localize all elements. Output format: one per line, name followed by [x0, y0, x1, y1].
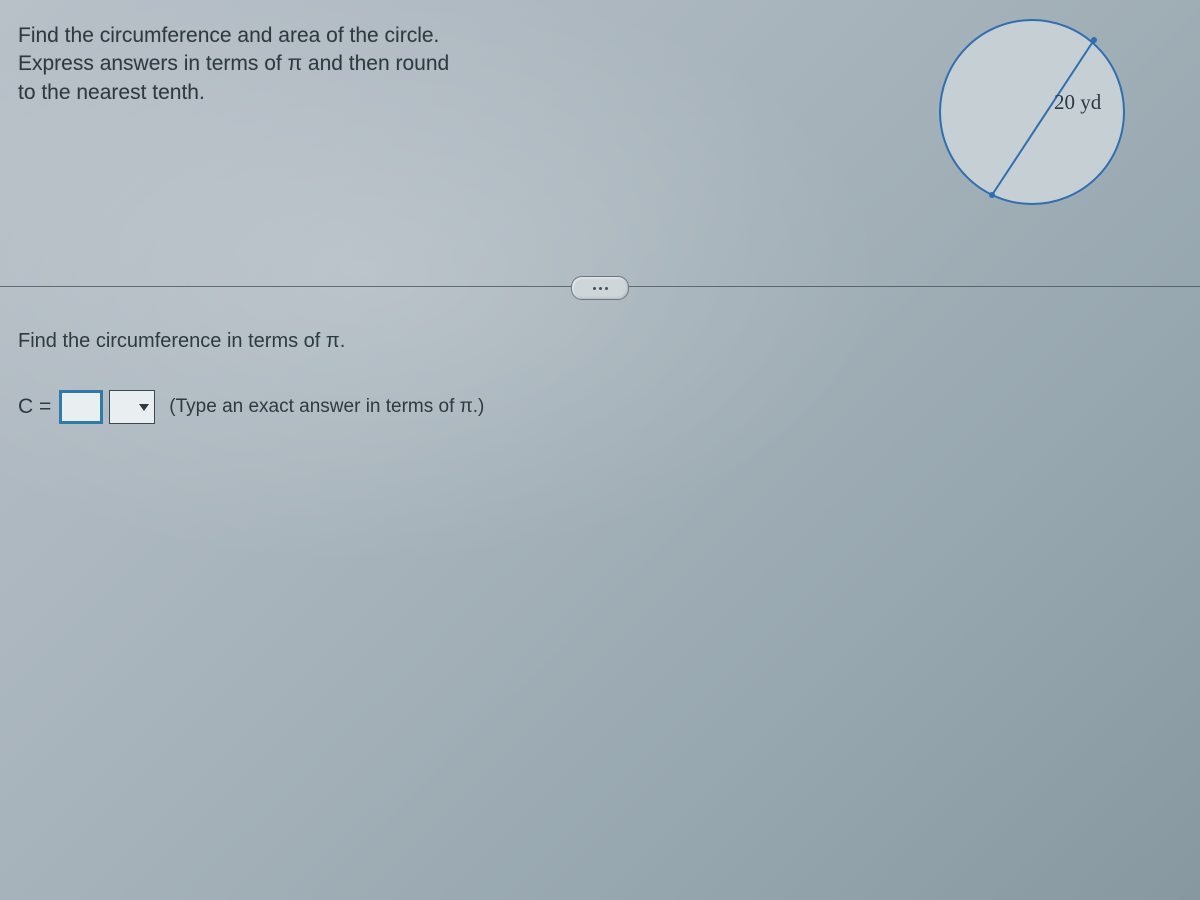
- circle-svg: [932, 12, 1132, 212]
- answer-row: C = (Type an exact answer in terms of π.…: [18, 390, 484, 424]
- figure-circle: 20 yd: [932, 12, 1132, 212]
- unit-dropdown[interactable]: [109, 390, 155, 424]
- chevron-down-icon: [138, 401, 150, 413]
- chord-endpoint-upper: [1091, 37, 1097, 43]
- answer-prefix: C =: [18, 395, 51, 419]
- chord-length-label: 20 yd: [1054, 90, 1101, 115]
- answer-hint: (Type an exact answer in terms of π.): [169, 396, 484, 418]
- dot-icon: [593, 287, 596, 290]
- expand-pill-button[interactable]: [571, 276, 629, 300]
- chord-endpoint-lower: [989, 192, 995, 198]
- subquestion-text: Find the circumference in terms of π.: [18, 330, 345, 353]
- circumference-input[interactable]: [59, 390, 103, 424]
- section-divider: [0, 272, 1200, 298]
- dot-icon: [599, 287, 602, 290]
- question-text: Find the circumference and area of the c…: [18, 22, 468, 107]
- dot-icon: [605, 287, 608, 290]
